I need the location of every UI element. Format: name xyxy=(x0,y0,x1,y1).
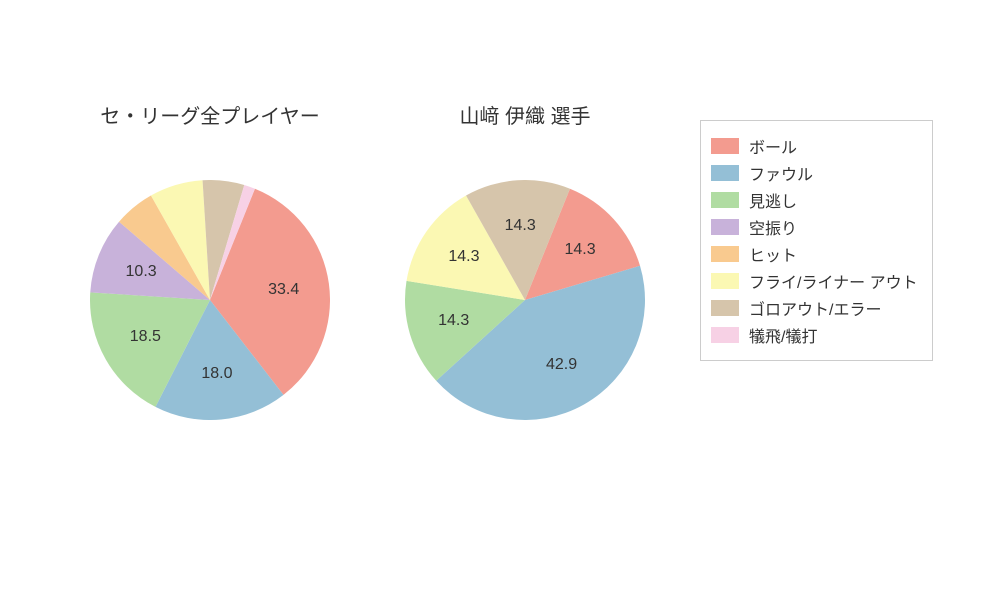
slice-label: 18.5 xyxy=(130,328,161,346)
chart-container: セ・リーグ全プレイヤー 33.4 18.0 18.5 10.3 山﨑 伊織 選手 14… xyxy=(0,0,1000,600)
legend-label: 見逃し xyxy=(749,188,797,212)
slice-label: 42.9 xyxy=(546,356,577,374)
pie-chart-left: 33.4 18.0 18.5 10.3 xyxy=(90,180,330,420)
legend-label: ヒット xyxy=(749,242,797,266)
chart-title-left: セ・リーグ全プレイヤー xyxy=(70,100,350,129)
legend-label: ボール xyxy=(749,134,797,158)
slice-label: 14.3 xyxy=(564,241,595,259)
legend-swatch xyxy=(711,300,739,316)
legend-item: ファウル xyxy=(711,161,918,185)
slice-label: 10.3 xyxy=(126,263,157,281)
chart-title-right: 山﨑 伊織 選手 xyxy=(385,100,665,129)
legend-label: ファウル xyxy=(749,161,813,185)
legend-swatch xyxy=(711,219,739,235)
legend-label: 犠飛/犠打 xyxy=(749,323,817,347)
legend-item: ヒット xyxy=(711,242,918,266)
legend-label: ゴロアウト/エラー xyxy=(749,296,881,320)
slice-label: 18.0 xyxy=(201,365,232,383)
legend-swatch xyxy=(711,192,739,208)
slice-label: 14.3 xyxy=(438,312,469,330)
legend-swatch xyxy=(711,273,739,289)
legend-swatch xyxy=(711,165,739,181)
legend-item: 見逃し xyxy=(711,188,918,212)
legend-swatch xyxy=(711,138,739,154)
legend-item: ボール xyxy=(711,134,918,158)
legend-label: 空振り xyxy=(749,215,797,239)
pie-svg xyxy=(90,180,330,420)
slice-label: 33.4 xyxy=(268,281,299,299)
legend-item: 空振り xyxy=(711,215,918,239)
legend-label: フライ/ライナー アウト xyxy=(749,269,918,293)
slice-label: 14.3 xyxy=(505,217,536,235)
legend-swatch xyxy=(711,327,739,343)
pie-chart-right: 14.3 42.9 14.3 14.3 14.3 xyxy=(405,180,645,420)
slice-label: 14.3 xyxy=(448,248,479,266)
legend-swatch xyxy=(711,246,739,262)
legend: ボールファウル見逃し空振りヒットフライ/ライナー アウトゴロアウト/エラー犠飛/… xyxy=(700,120,933,361)
legend-item: ゴロアウト/エラー xyxy=(711,296,918,320)
legend-item: 犠飛/犠打 xyxy=(711,323,918,347)
legend-item: フライ/ライナー アウト xyxy=(711,269,918,293)
